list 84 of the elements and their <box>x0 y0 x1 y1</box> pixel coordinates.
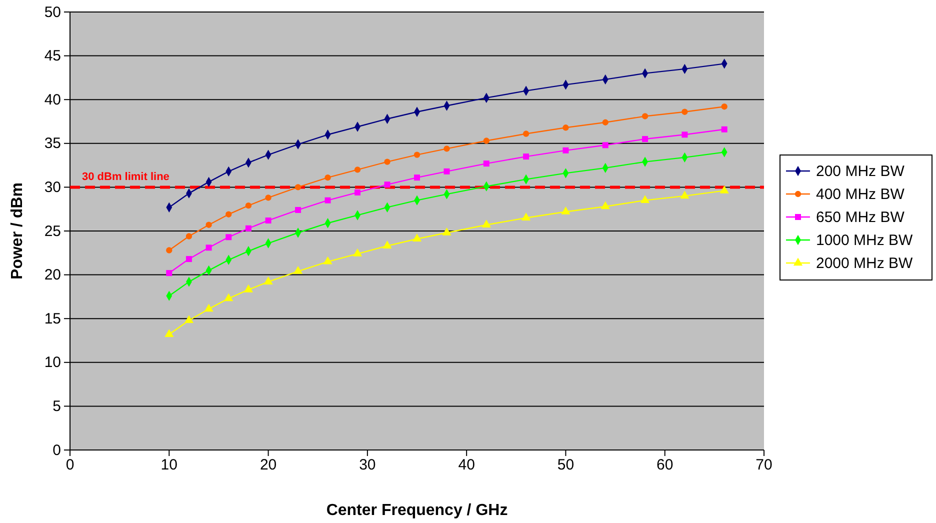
point <box>720 185 729 194</box>
point <box>324 197 331 204</box>
point <box>682 132 688 138</box>
point <box>324 174 331 181</box>
point <box>166 247 172 254</box>
y-tick-label: 20 <box>44 266 61 284</box>
point <box>721 126 728 132</box>
point <box>186 233 192 240</box>
point <box>224 293 234 302</box>
point <box>414 174 420 181</box>
x-axis-title: Center Frequency / GHz <box>326 502 508 519</box>
point <box>412 234 422 242</box>
point <box>295 206 302 213</box>
legend-label: 2000 MHz BW <box>816 255 914 272</box>
point <box>680 190 690 199</box>
y-tick-label: 0 <box>52 442 61 459</box>
point <box>602 119 608 126</box>
point <box>561 206 570 214</box>
point <box>245 202 252 209</box>
x-tick-label: 70 <box>756 456 772 474</box>
point <box>164 329 174 337</box>
point <box>226 211 232 218</box>
point <box>562 124 569 131</box>
y-tick-label: 15 <box>44 310 61 328</box>
point <box>384 182 390 188</box>
point <box>602 142 608 148</box>
point <box>640 195 650 203</box>
ref-line-label: 30 dBm limit line <box>82 171 170 184</box>
x-tick-label: 40 <box>458 456 475 474</box>
point <box>562 147 569 154</box>
x-tick-label: 10 <box>160 456 178 474</box>
point <box>682 108 688 115</box>
point <box>265 217 272 224</box>
point <box>384 158 390 165</box>
point <box>226 234 232 240</box>
y-tick-label: 5 <box>52 398 61 415</box>
legend-label: 650 MHz BW <box>816 209 906 226</box>
point <box>414 152 420 158</box>
point <box>642 136 648 142</box>
x-tick-label: 60 <box>656 456 674 474</box>
y-axis-title: Power / dBm <box>9 182 26 280</box>
point <box>382 240 392 249</box>
point <box>264 276 273 284</box>
point <box>206 244 212 251</box>
point <box>244 284 254 292</box>
point <box>442 227 452 236</box>
y-tick-label: 25 <box>44 222 61 240</box>
y-tick-label: 10 <box>44 354 61 372</box>
point <box>206 222 212 228</box>
legend-label: 1000 MHz BW <box>816 232 914 249</box>
point <box>642 113 648 120</box>
point <box>352 248 362 256</box>
x-tick-label: 0 <box>66 456 74 474</box>
point <box>444 146 450 152</box>
point <box>523 154 530 160</box>
x-tick-label: 30 <box>359 456 376 474</box>
y-tick-label: 35 <box>44 135 61 152</box>
y-tick-label: 40 <box>44 91 61 108</box>
point <box>245 225 252 232</box>
point <box>354 189 361 196</box>
y-tick-label: 50 <box>44 4 61 21</box>
point <box>482 220 491 228</box>
x-tick-label: 20 <box>260 456 277 474</box>
point <box>323 256 332 264</box>
point <box>721 104 728 110</box>
point <box>600 201 610 210</box>
point <box>522 212 531 220</box>
y-tick-label: 45 <box>44 48 61 65</box>
point <box>522 130 530 137</box>
point <box>204 304 214 312</box>
y-tick-label: 30 <box>44 179 61 196</box>
point <box>265 194 272 201</box>
point <box>293 266 303 274</box>
point <box>483 160 490 167</box>
point <box>354 166 361 173</box>
point <box>166 270 172 276</box>
point <box>184 315 194 323</box>
legend-label: 400 MHz BW <box>816 186 906 203</box>
point <box>294 184 302 190</box>
point <box>444 168 450 174</box>
point <box>186 256 192 262</box>
x-tick-label: 50 <box>557 456 574 474</box>
legend-label: 200 MHz BW <box>816 163 906 180</box>
point <box>483 138 490 144</box>
